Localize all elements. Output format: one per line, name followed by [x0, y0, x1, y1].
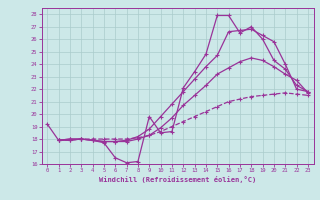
- X-axis label: Windchill (Refroidissement éolien,°C): Windchill (Refroidissement éolien,°C): [99, 176, 256, 183]
